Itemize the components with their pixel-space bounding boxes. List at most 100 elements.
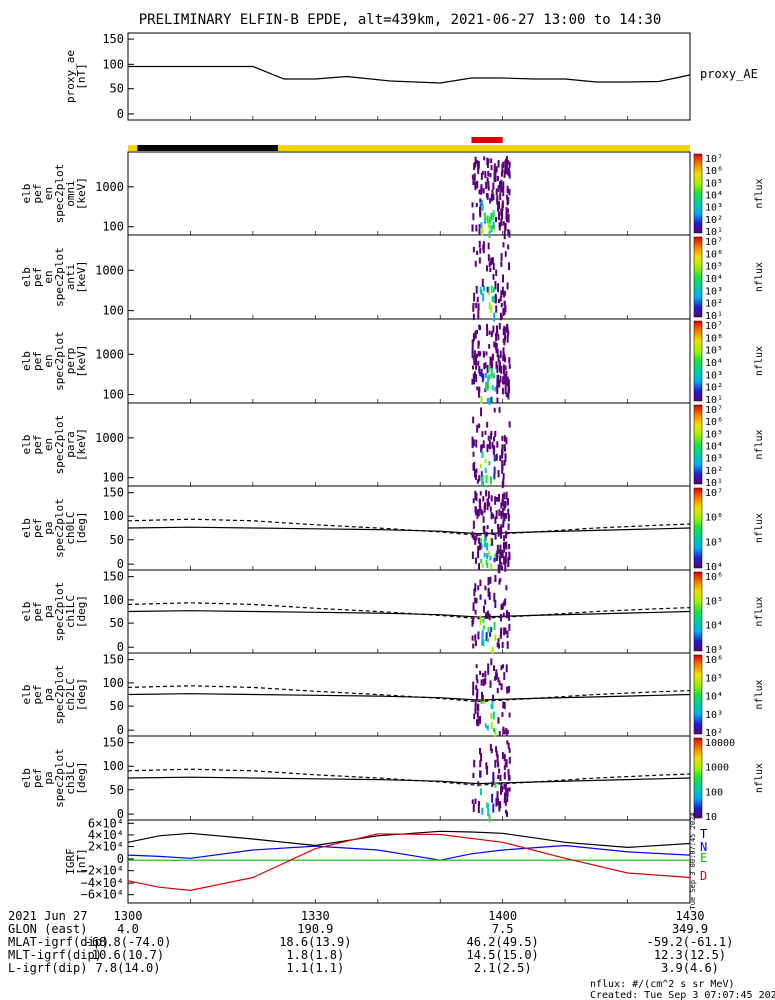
footer-value: 12.3(12.5) (654, 948, 726, 962)
spectrogram-pixel (506, 282, 509, 290)
spectrogram-pixel (506, 630, 509, 638)
spectrogram-pixel (479, 579, 482, 587)
spectrogram-pixel (497, 761, 500, 768)
created-stamp: Created: Tue Sep 3 07:07:45 2024 (590, 990, 775, 1000)
spectrogram-pixel (491, 385, 494, 391)
spectrogram-pixel (501, 163, 504, 173)
spectrogram-pixel (474, 597, 477, 604)
colorbar-tick-label: 10¹ (705, 395, 723, 406)
spectrogram-pixel (484, 171, 487, 179)
y-axis-label: pa (42, 771, 55, 784)
spectrogram-pixel (495, 332, 498, 342)
spectrogram-pixel (502, 522, 505, 528)
spectrogram-pixel (498, 181, 501, 189)
spectrogram-pixel (507, 387, 510, 393)
spectrogram-pixel (488, 440, 491, 450)
spectrogram-pixel (478, 240, 481, 248)
spectrogram-pixel (487, 180, 490, 188)
spectrogram-pixel (496, 555, 499, 562)
spectrogram-pixel (491, 647, 494, 654)
spectrogram-pixel (472, 439, 475, 447)
spectrogram-pixel (506, 335, 509, 343)
spectrogram-pixel (503, 170, 506, 178)
spectrogram-pixel (479, 542, 482, 551)
spectrogram-pixel (505, 159, 508, 168)
spectrogram-pixel (503, 701, 506, 710)
spectrogram-pixel (489, 680, 492, 688)
spectrogram-pixel (478, 224, 481, 229)
spectrogram-pixel (480, 205, 483, 210)
spectrogram-pixel (500, 627, 503, 635)
y-axis-label: en (42, 270, 55, 283)
spectrogram-pixel (482, 285, 485, 292)
footer-value: 1400 (488, 909, 517, 923)
panel-frame (127, 151, 691, 236)
colorbar-tick-label: 10³ (705, 454, 723, 465)
spectrogram-pixel (507, 556, 510, 566)
spectrogram-pixel (471, 436, 474, 443)
spectrogram-pixel (499, 192, 502, 201)
spectrogram-pixel (477, 309, 480, 319)
spectrogram-pixel (483, 352, 486, 358)
footer-value: 2.1(2.5) (474, 961, 532, 975)
colorbar-label: nflux (754, 763, 765, 793)
spectrogram-pixel (494, 386, 497, 392)
spectrogram-pixel (501, 508, 504, 516)
colorbar-tick-label: 10³ (705, 710, 723, 721)
colorbar-tick-label: 10⁴ (705, 621, 723, 632)
spectrogram-pixel (497, 355, 500, 362)
spectrogram-pixel (500, 290, 503, 298)
spectrogram-pixel (495, 750, 498, 757)
spectrogram-pixel (472, 772, 475, 778)
colorbar-tick-label: 10² (705, 383, 723, 394)
spectrogram-pixel (486, 765, 489, 775)
side-stamp: Tue Sep 3 00:07:45 2024 (689, 813, 697, 910)
spectrogram-pixel (480, 172, 483, 180)
spectrogram-pixel (481, 476, 484, 485)
spectrogram-pixel (506, 811, 509, 817)
panel-frame (127, 32, 691, 121)
spectrogram-pixel (484, 599, 487, 605)
spectrogram-pixel (505, 370, 508, 379)
spectrogram-pixel (486, 421, 489, 428)
spectrogram-pixel (492, 221, 495, 229)
spectrogram-pixel (494, 516, 497, 524)
spectrogram-pixel (486, 286, 489, 293)
spectrogram-pixel (495, 305, 498, 313)
panel-proxy: proxy_ae[nT] 150 100 50 0 proxy_AE (64, 32, 758, 121)
footer-value: 18.6(13.9) (279, 935, 351, 949)
spectrogram-pixel (500, 502, 503, 509)
spectrogram-pixel (506, 729, 509, 734)
spectrogram-pixel (471, 378, 474, 385)
spectrogram-pixel (508, 553, 511, 561)
colorbar (693, 236, 703, 318)
footer-value: 3.9(4.6) (661, 961, 719, 975)
spectrogram-pixel (473, 350, 476, 357)
colorbar-tick-label: 10² (705, 215, 723, 226)
colorbar-tick-label: 10⁷ (705, 405, 723, 416)
spectrogram-pixel (496, 441, 499, 448)
anti-loss-cone-line (127, 693, 691, 701)
spectrogram-pixel (502, 355, 505, 361)
footer-value: 1430 (676, 909, 705, 923)
spectrogram-pixel (488, 374, 491, 381)
footer-value: 4.0 (117, 922, 139, 936)
spectrogram-pixel (472, 354, 475, 360)
spectrogram-pixel (500, 786, 503, 795)
y-tick-label: 100 (102, 471, 124, 485)
spectrogram-pixel (475, 202, 478, 208)
spectrogram-pixel (492, 771, 495, 781)
footer-row-label: L-igrf(dip) (8, 961, 87, 975)
spectrogram-pixel (494, 634, 497, 641)
y-tick-label: 150 (102, 570, 124, 584)
spectrogram-pixel (492, 182, 495, 190)
colorbar-tick-label: 10⁵ (705, 537, 723, 548)
spectrogram-pixel (503, 783, 506, 790)
y-axis-label: elb (20, 184, 33, 204)
footer-value: 1300 (114, 909, 143, 923)
spectrogram-pixel (483, 363, 486, 370)
spectrogram-pixel (497, 334, 500, 341)
spectrogram-pixel (479, 210, 482, 216)
spectrogram-pixel (471, 635, 474, 641)
spectrogram-pixel (491, 296, 494, 303)
